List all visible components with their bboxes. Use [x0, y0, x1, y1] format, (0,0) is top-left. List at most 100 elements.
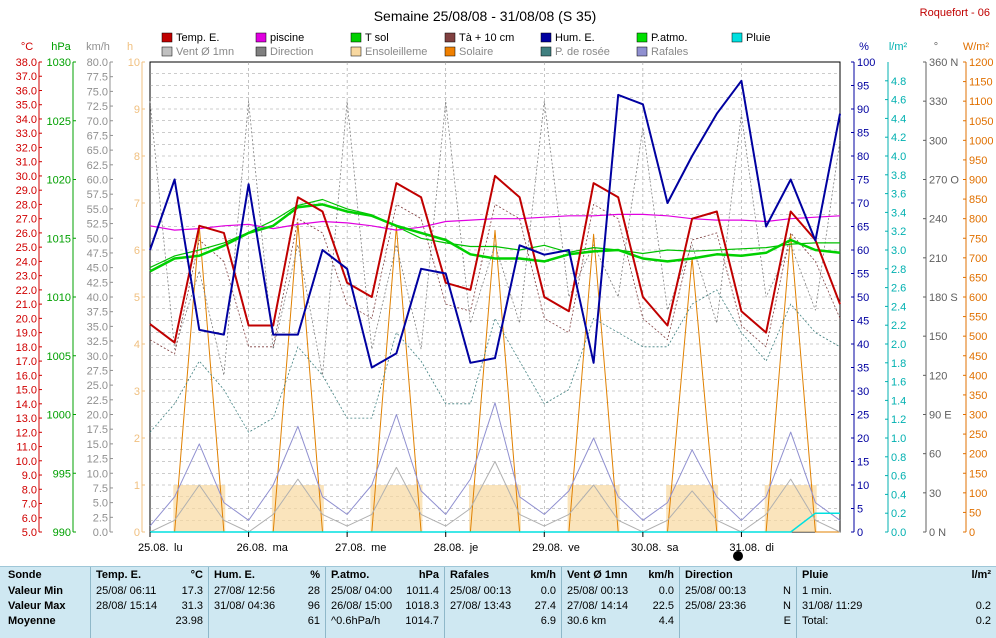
axis-tick-label: 55.0: [87, 204, 108, 216]
min-time: 25/08/ 04:00: [331, 585, 393, 597]
axis-tick-label: 35: [857, 363, 869, 375]
axis-tick-label: 17.5: [87, 424, 108, 436]
axis-unit: l/m²: [889, 41, 908, 53]
axis-tick-label: 180 S: [929, 292, 958, 304]
axis-tick-label: 0: [134, 527, 140, 539]
axis-tick-label: 37.5: [87, 307, 108, 319]
axis-tick-label: 1050: [969, 116, 993, 128]
axis-tick-label: 800: [969, 214, 987, 226]
axis-tick-label: 1.8: [891, 358, 906, 370]
x-day-name: me: [371, 542, 386, 554]
column-title: Temp. E.: [96, 569, 142, 581]
x-day-date: 31.08.: [729, 542, 760, 554]
legend-swatch: [636, 32, 648, 43]
series-line-hum-e-: [149, 79, 841, 369]
avg-row: E: [680, 614, 797, 629]
max-row: 31/08/ 04:36 96: [209, 599, 326, 614]
min-time: 25/08/ 00:13: [567, 585, 629, 597]
station-label: Roquefort - 06: [920, 7, 990, 19]
axis-tick-label: 72.5: [87, 101, 108, 113]
axis-tick-label: 35.0: [16, 100, 37, 112]
x-day-name: ma: [273, 542, 289, 554]
axis-tick-label: 40.0: [87, 292, 108, 304]
axis-tick-label: 3.2: [891, 226, 906, 238]
axis-tick-label: 4.2: [891, 132, 906, 144]
axis-unit: °C: [21, 41, 33, 53]
avg-row: 30.6 km 4.4: [562, 614, 680, 629]
axis-tick-label: 90 E: [929, 410, 952, 422]
axis-tick-label: 30: [929, 488, 941, 500]
axis-tick-label: 25.0: [16, 242, 37, 254]
axis-tick-label: 5: [134, 292, 140, 304]
axis-tick-label: 3.0: [891, 245, 906, 257]
min-row: 25/08/ 06:11 17.3: [91, 584, 209, 599]
avg-row: 6.9: [445, 614, 562, 629]
column-unit: hPa: [418, 569, 439, 581]
axis-tick-label: 20.0: [16, 313, 37, 325]
table-column-pluie: Pluie l/m² 1 min. 31/08/ 11:29 0.2 Total: 0.2: [796, 567, 996, 638]
axis-tick-label: 19.0: [16, 328, 37, 340]
avg-row: Total: 0.2: [797, 614, 996, 629]
axis-tick-label: 1010: [47, 292, 71, 304]
row-label-text: Valeur Max: [8, 600, 66, 612]
axis-tick-label: 5.0: [93, 498, 108, 510]
avg-value: 6.9: [540, 615, 556, 627]
axis-tick-label: 30.0: [16, 171, 37, 183]
legend-swatch: [444, 46, 456, 57]
axis-tick-label: 50.0: [87, 233, 108, 245]
axis-tick-label: 52.5: [87, 219, 108, 231]
x-day-date: 30.08.: [631, 542, 662, 554]
axis-tick-label: 0: [857, 527, 863, 539]
axis-tick-label: 47.5: [87, 248, 108, 260]
max-value: 22.5: [652, 600, 674, 612]
max-row: 25/08/ 23:36 N: [680, 599, 797, 614]
axis-tick-label: 1150: [969, 77, 993, 89]
axis-tick-label: 85: [857, 128, 869, 140]
axis-tick-label: 0.4: [891, 489, 906, 501]
axis-tick-label: 330: [929, 96, 947, 108]
axis-tick-label: 75.0: [87, 86, 108, 98]
axis-tick-label: 22.5: [87, 395, 108, 407]
axis-tick-label: 22.0: [16, 285, 37, 297]
table-column-hum-e-: Hum. E.% 27/08/ 12:56 28 31/08/ 04:36 96 61: [208, 567, 326, 638]
axis-tick-label: 38.0: [16, 57, 37, 69]
axis-tick-label: 360 N: [929, 57, 958, 69]
axis-tick-label: 1000: [969, 135, 993, 147]
legend-swatch: [350, 46, 362, 57]
axis-tick-label: 4.6: [891, 95, 906, 107]
axis-tick-label: 80.0: [87, 57, 108, 69]
legend-swatch: [540, 32, 552, 43]
axis-tick-label: 10.0: [87, 468, 108, 480]
axis-tick-label: 7: [134, 198, 140, 210]
axis-tick-label: 32.5: [87, 336, 108, 348]
axis-tick-label: 1200: [969, 57, 993, 69]
legend-label: Rafales: [651, 46, 689, 58]
axis-tick-label: 3: [134, 386, 140, 398]
table-row-label: Valeur Min: [0, 584, 90, 599]
max-time: 28/08/ 15:14: [96, 600, 158, 612]
avg-row: 23.98: [91, 614, 209, 629]
min-value: N: [783, 585, 791, 597]
min-value: 28: [307, 585, 320, 597]
min-time: 25/08/ 00:13: [685, 585, 747, 597]
axis-tick-label: 0: [969, 527, 975, 539]
axis-tick-label: 5: [857, 504, 863, 516]
legend-label: Direction: [270, 46, 313, 58]
column-title: P.atmo.: [331, 569, 370, 581]
x-day-name: sa: [667, 542, 680, 554]
axis-tick-label: 36.0: [16, 85, 37, 97]
avg-value: E: [783, 615, 791, 627]
axis-tick-label: 0.2: [891, 508, 906, 520]
axis-tick-label: 13.0: [16, 413, 37, 425]
axis-tick-label: 35.0: [87, 321, 108, 333]
sunshine-bar: [173, 485, 226, 532]
legend-swatch: [731, 32, 743, 43]
axis-tick-label: 500: [969, 331, 987, 343]
legend-label: T sol: [365, 32, 389, 44]
axis-tick-label: 4.4: [891, 113, 906, 125]
legend-label: piscine: [270, 32, 304, 44]
series-line-vent-1mn: [149, 461, 841, 533]
x-day-name: di: [765, 542, 774, 554]
legend-swatch: [350, 32, 362, 43]
axis-tick-label: 990: [53, 527, 71, 539]
